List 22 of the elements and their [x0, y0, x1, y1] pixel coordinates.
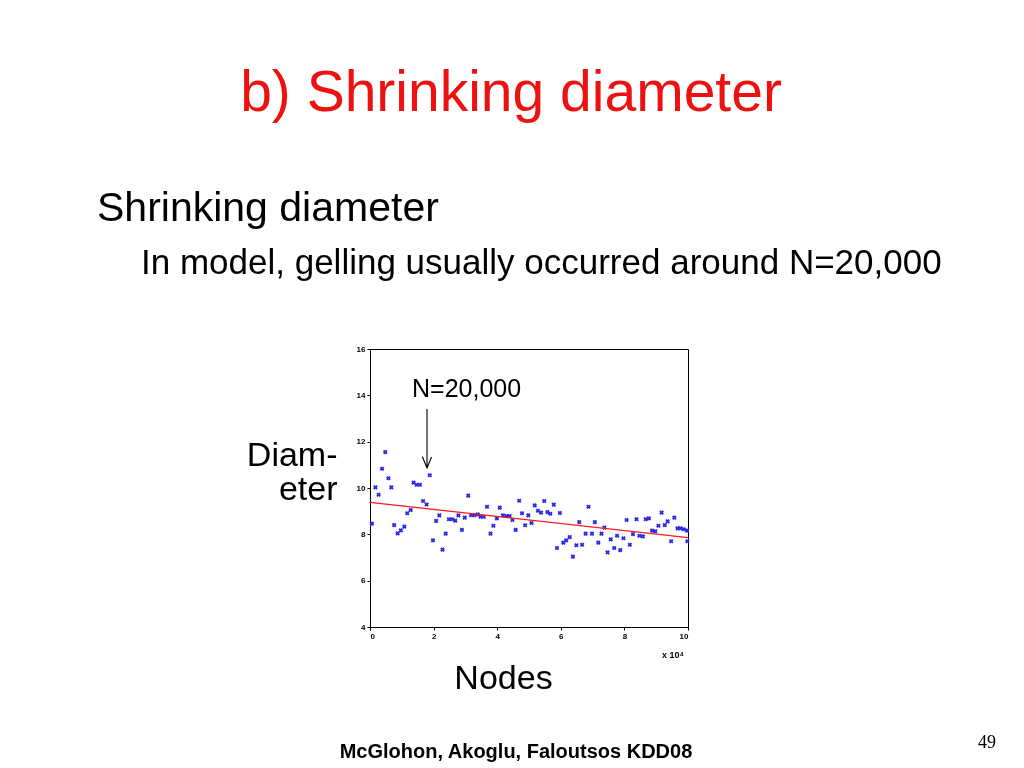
text: In model, gelling usually occurred around N=20,000 — [141, 242, 942, 281]
y-tick-label: 16 — [356, 344, 367, 354]
x-tick-label: 0 — [370, 631, 376, 641]
x-axis-title: Nodes — [454, 657, 553, 696]
x-tick-label: 6 — [559, 631, 565, 641]
y-axis-title: Diam- eter — [246, 434, 338, 507]
text: Shrinking diameter — [97, 184, 439, 230]
y-tick-label: 10 — [356, 483, 367, 493]
y-tick-label: 8 — [361, 529, 367, 539]
x-tick-label: 4 — [495, 631, 501, 641]
y-tick-label: 4 — [361, 622, 367, 632]
x-tick-label: 10 — [679, 631, 690, 641]
text: McGlohon, Akoglu, Faloutsos KDD08 — [339, 740, 693, 762]
y-tick-label: 6 — [361, 576, 367, 586]
y-tick-label: 12 — [356, 437, 367, 447]
text: x 10⁴ — [662, 650, 684, 660]
annotation: N=20,000 — [412, 374, 522, 402]
text: 49 — [978, 732, 996, 752]
y-tick-label: 14 — [356, 390, 367, 400]
x-tick-label: 8 — [622, 631, 628, 641]
chart-title: b) Shrinking diameter — [240, 59, 782, 123]
x-tick-label: 2 — [431, 631, 437, 641]
